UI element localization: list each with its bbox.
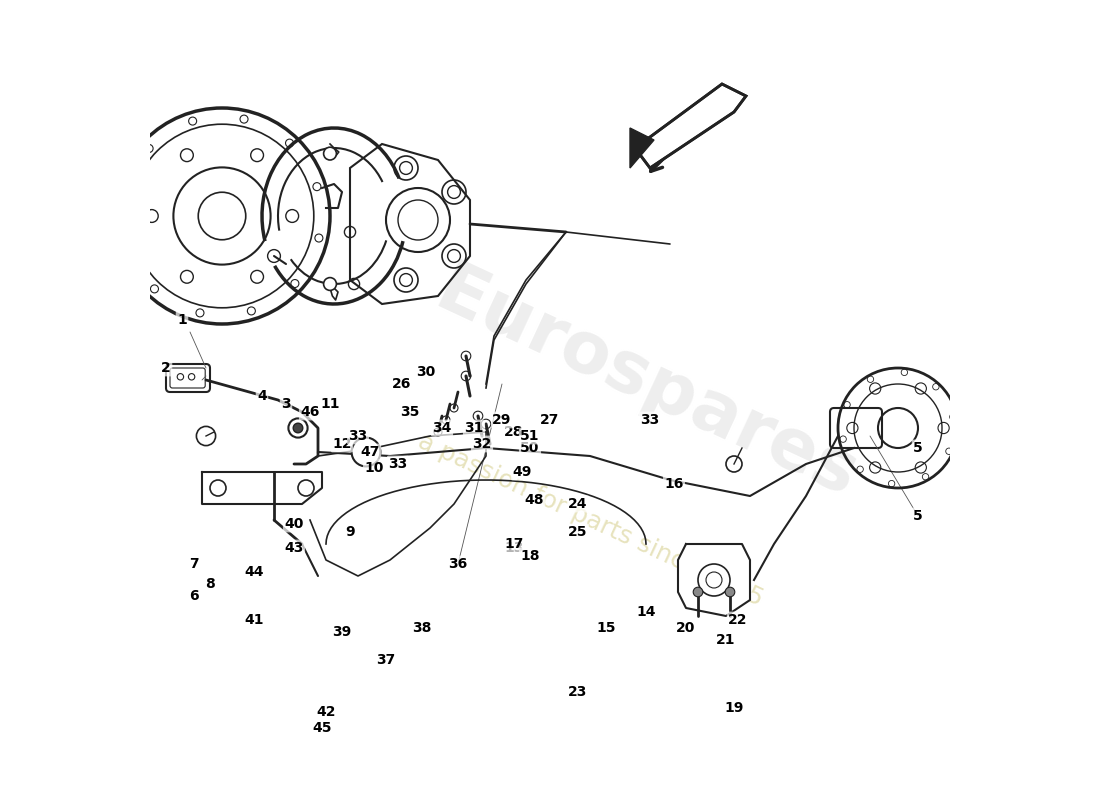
Circle shape: [323, 278, 337, 290]
Text: 33: 33: [388, 457, 408, 471]
Text: 44: 44: [244, 565, 264, 579]
Text: 32: 32: [472, 437, 492, 451]
Text: 33: 33: [640, 413, 660, 427]
Text: 19: 19: [724, 701, 744, 715]
Text: 16: 16: [664, 477, 684, 491]
Text: 11: 11: [320, 397, 340, 411]
Text: 33: 33: [349, 429, 367, 443]
Circle shape: [725, 587, 735, 597]
Text: 25: 25: [569, 525, 587, 539]
Text: 35: 35: [400, 405, 420, 419]
Text: 21: 21: [716, 633, 736, 647]
Text: 24: 24: [569, 497, 587, 511]
Text: 31: 31: [464, 421, 484, 435]
Text: 5: 5: [913, 441, 923, 455]
Text: 27: 27: [540, 413, 560, 427]
Text: 13: 13: [504, 541, 524, 555]
FancyBboxPatch shape: [170, 368, 206, 388]
Circle shape: [693, 587, 703, 597]
Text: 28: 28: [504, 425, 524, 439]
Text: 26: 26: [393, 377, 411, 391]
Text: 46: 46: [300, 405, 320, 419]
Text: a passion for parts since 1985: a passion for parts since 1985: [414, 429, 767, 611]
Text: 17: 17: [504, 537, 524, 551]
Text: 38: 38: [412, 621, 431, 635]
FancyBboxPatch shape: [166, 364, 210, 392]
Text: 22: 22: [728, 613, 748, 627]
Text: 12: 12: [332, 437, 352, 451]
Text: 18: 18: [520, 549, 540, 563]
Text: 34: 34: [432, 421, 452, 435]
Polygon shape: [630, 128, 654, 168]
Text: 40: 40: [284, 517, 304, 531]
Text: 49: 49: [513, 465, 531, 479]
Circle shape: [323, 147, 337, 160]
Polygon shape: [678, 544, 750, 616]
Text: 10: 10: [364, 461, 384, 475]
Text: 4: 4: [257, 389, 267, 403]
Polygon shape: [202, 472, 322, 504]
Text: 5: 5: [913, 509, 923, 523]
Text: 47: 47: [361, 445, 379, 459]
Text: 3: 3: [282, 397, 290, 411]
Text: 30: 30: [417, 365, 436, 379]
Text: 8: 8: [205, 577, 214, 591]
Circle shape: [288, 418, 308, 438]
FancyBboxPatch shape: [830, 408, 882, 448]
Text: 45: 45: [312, 721, 332, 735]
Text: 7: 7: [189, 557, 199, 571]
Text: 1: 1: [177, 313, 187, 327]
Text: 20: 20: [676, 621, 695, 635]
Text: Eurospares: Eurospares: [425, 256, 868, 512]
Text: 29: 29: [493, 413, 512, 427]
Text: 48: 48: [525, 493, 543, 507]
Text: 42: 42: [317, 705, 336, 719]
Text: 15: 15: [596, 621, 616, 635]
Circle shape: [352, 438, 381, 466]
Circle shape: [294, 423, 302, 433]
Text: 23: 23: [569, 685, 587, 699]
Text: 9: 9: [345, 525, 355, 539]
Text: 51: 51: [520, 429, 540, 443]
Text: 37: 37: [376, 653, 396, 667]
Text: 6: 6: [189, 589, 199, 603]
Text: 14: 14: [636, 605, 656, 619]
Text: 41: 41: [244, 613, 264, 627]
Text: 2: 2: [161, 361, 170, 375]
Text: 36: 36: [449, 557, 468, 571]
Text: 43: 43: [284, 541, 304, 555]
Text: 39: 39: [332, 625, 352, 639]
Text: 50: 50: [520, 441, 540, 455]
Polygon shape: [638, 84, 746, 168]
